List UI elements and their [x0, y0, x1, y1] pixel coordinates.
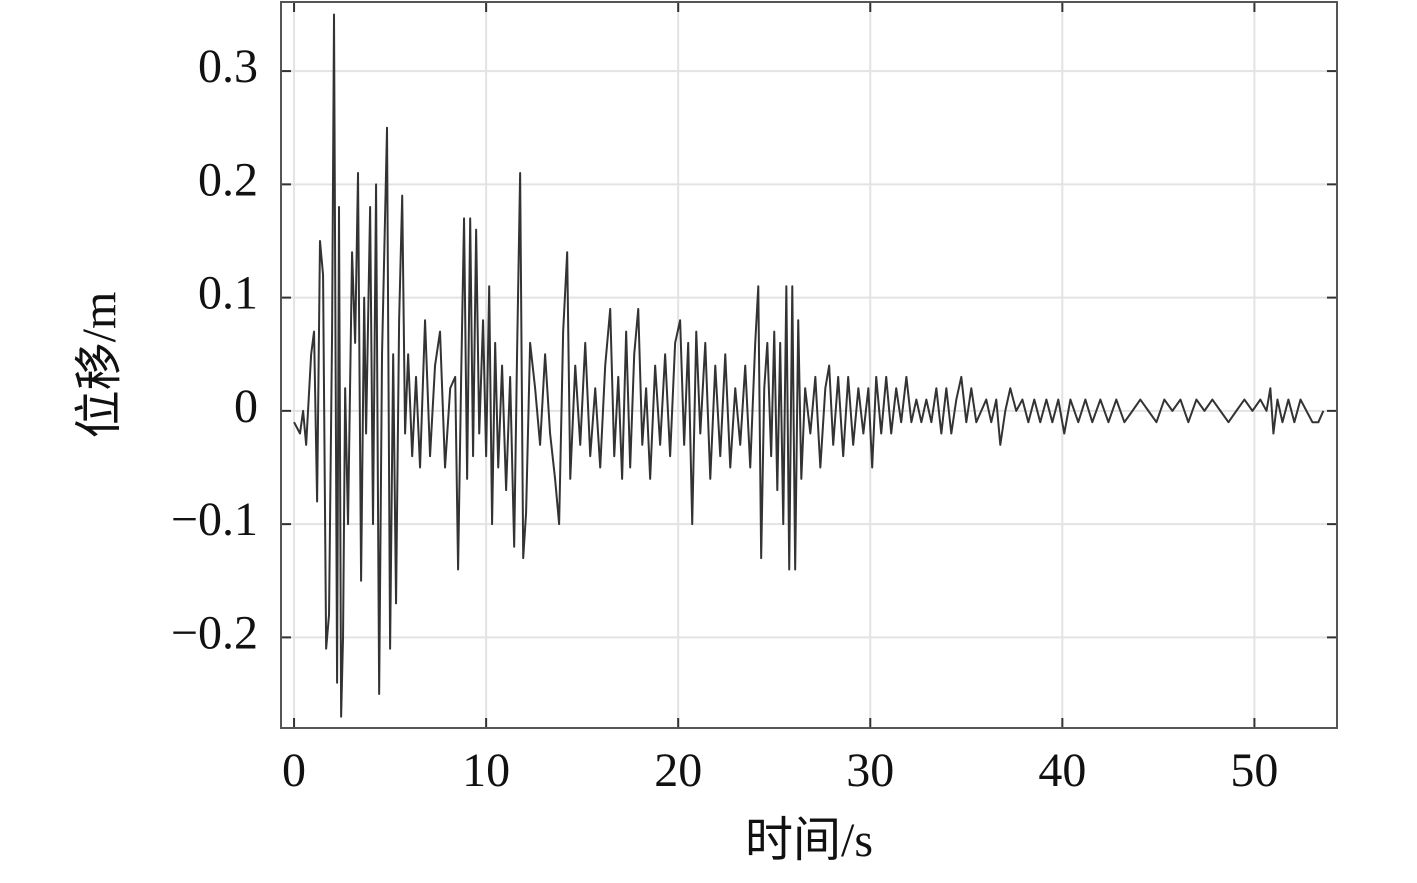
x-tick-label: 30 — [846, 744, 894, 797]
x-tick-label: 10 — [462, 744, 510, 797]
y-tick-label: 0.1 — [198, 267, 258, 320]
plot-frame — [280, 1, 1338, 729]
x-axis-label: 时间/s — [745, 814, 873, 867]
x-tick-label: 20 — [654, 744, 702, 797]
y-tick-label: 0 — [234, 380, 258, 433]
y-axis-label: 位移/m — [73, 292, 126, 439]
y-tick-label: −0.1 — [171, 493, 258, 546]
x-tick-label: 50 — [1230, 744, 1278, 797]
y-tick-label: −0.2 — [171, 606, 258, 659]
y-tick-label: 0.3 — [198, 40, 258, 93]
y-tick-label: 0.2 — [198, 153, 258, 206]
data-line — [293, 13, 1325, 718]
x-tick-label: 40 — [1038, 744, 1086, 797]
x-tick-label: 0 — [282, 744, 306, 797]
